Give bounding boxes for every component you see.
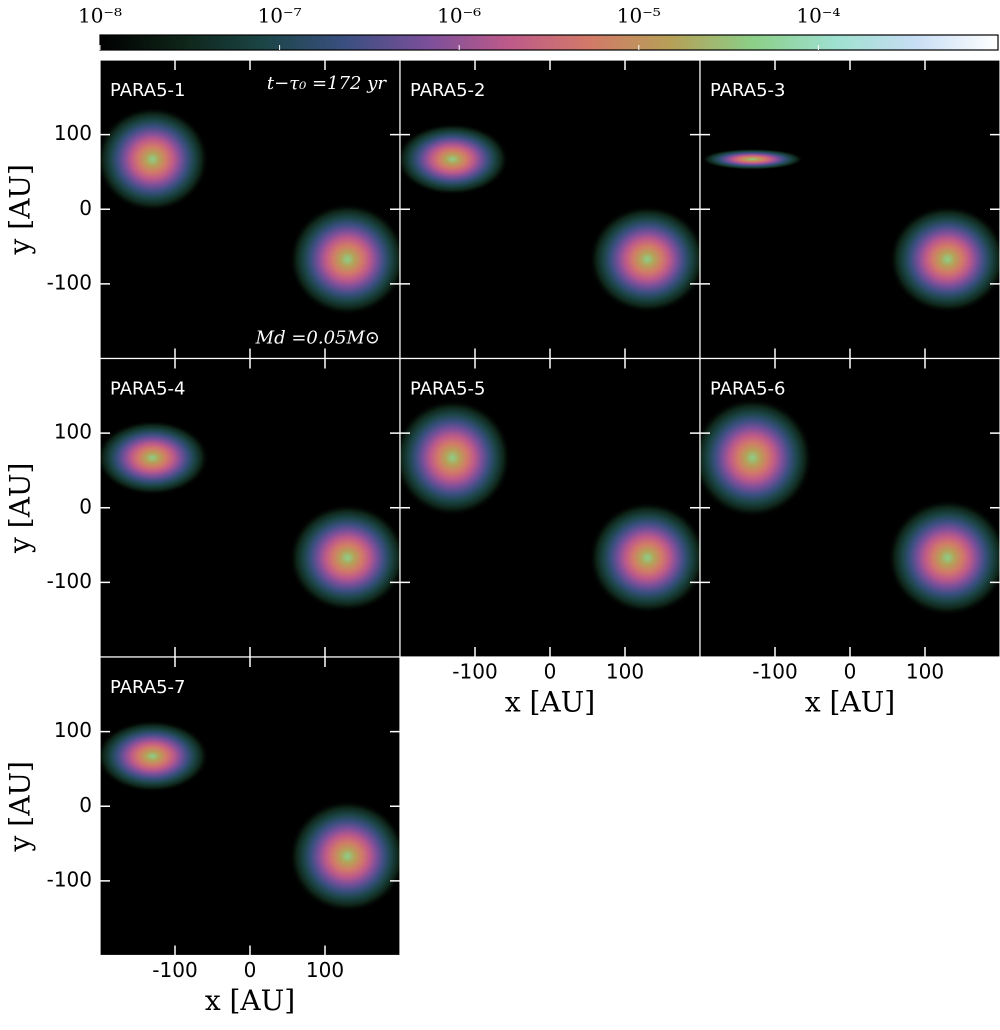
colorbar-tick-label: 10⁻⁵ [617,4,661,28]
disk [701,148,804,170]
x-tick-label: 0 [244,958,257,982]
panel-title: PARA5-3 [710,80,786,101]
panel-image [400,399,700,614]
panel-title: PARA5-2 [410,80,486,101]
panel-image [700,398,1000,616]
x-tick-label: -100 [152,958,197,982]
disk [289,504,400,612]
disk [887,499,1000,616]
panel-image [100,107,400,316]
y-axis-label: y [AU] [4,761,37,852]
disk [100,420,209,496]
disk [289,800,400,913]
disk [400,123,509,196]
x-axis-label: x [AU] [805,686,895,719]
disk [889,205,1000,313]
colorbar-tick-label: 10⁻⁸ [78,4,122,28]
disk [100,720,209,793]
x-axis-label: x [AU] [505,686,595,719]
y-tick-label: 100 [54,121,92,145]
x-tick-label: -100 [752,660,797,684]
panel-image [400,123,700,313]
x-tick-label: 0 [544,660,557,684]
y-tick-label: 100 [54,718,92,742]
y-tick-label: 0 [79,793,92,817]
y-axis-label: y [AU] [4,164,37,255]
y-tick-label: -100 [47,270,92,294]
x-axis-label: x [AU] [205,984,295,1017]
disk [589,205,700,313]
disk [400,399,511,516]
annotation: t−τ₀ =172 yr [267,73,388,94]
panel-title: PARA5-4 [110,379,186,400]
y-tick-label: 100 [54,420,92,444]
x-tick-label: 100 [306,958,344,982]
panel-image [100,420,400,612]
disk [289,203,400,316]
y-tick-label: 0 [79,196,92,220]
disk [700,398,813,518]
panel-image [100,720,400,913]
annotation: Md =0.05M⊙ [255,328,380,349]
x-tick-label: 100 [606,660,644,684]
panel-title: PARA5-5 [410,379,486,400]
disk [100,107,209,212]
colorbar [99,34,999,51]
y-tick-label: -100 [47,867,92,891]
x-tick-label: -100 [452,660,497,684]
colorbar-tick-label: 10⁻⁴ [796,4,840,28]
y-tick-label: 0 [79,494,92,518]
panel-title: PARA5-1 [110,80,186,101]
colorbar-tick-label: 10⁻⁶ [437,4,481,28]
y-axis-label: y [AU] [4,463,37,554]
x-tick-label: 100 [906,660,944,684]
disk [589,501,700,614]
panel-image [701,148,1000,313]
x-tick-label: 0 [844,660,857,684]
y-tick-label: -100 [47,569,92,593]
panel-title: PARA5-6 [710,379,786,400]
colorbar-tick-label: 10⁻⁷ [258,4,302,28]
panel-title: PARA5-7 [110,677,186,698]
